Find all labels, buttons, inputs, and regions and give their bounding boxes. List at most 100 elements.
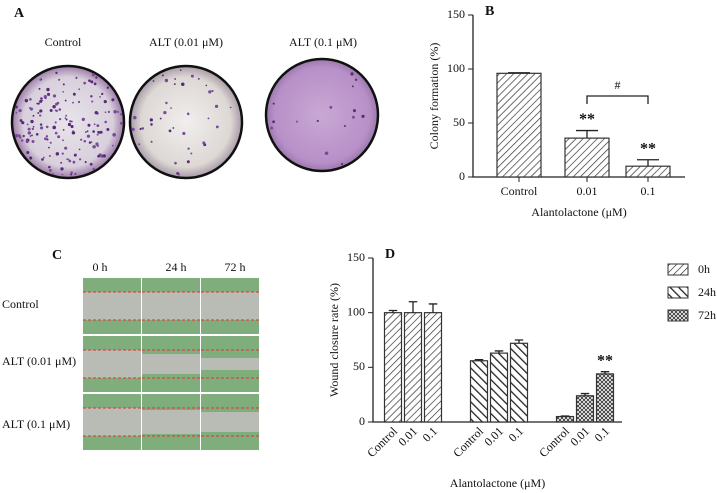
- caption: ALT (0.1 μM): [289, 35, 357, 49]
- colony: [66, 158, 69, 161]
- colony: [45, 135, 49, 138]
- colony: [39, 109, 43, 113]
- comparison-label: #: [615, 78, 621, 92]
- colony: [89, 162, 93, 166]
- colony: [58, 78, 61, 81]
- colony: [111, 144, 114, 147]
- colony: [361, 114, 365, 118]
- colony: [14, 105, 18, 109]
- colony: [61, 173, 64, 176]
- colony: [190, 74, 194, 78]
- colony: [48, 165, 51, 169]
- colony: [48, 155, 51, 157]
- colony: [168, 129, 172, 133]
- colony: [22, 134, 25, 138]
- colony: [102, 154, 106, 158]
- colony: [54, 109, 57, 112]
- colony: [329, 105, 333, 109]
- column-label: 72 h: [225, 260, 246, 274]
- colony: [91, 73, 95, 77]
- comparison-bracket: [586, 95, 649, 104]
- colony: [152, 80, 155, 82]
- colony: [86, 134, 91, 138]
- error-bar: [600, 371, 610, 374]
- colony: [150, 123, 153, 126]
- colony: [92, 167, 95, 171]
- colony: [29, 98, 32, 101]
- caption: ALT (0.01 μM): [149, 35, 223, 49]
- legend-label: 72h: [698, 308, 716, 322]
- colony: [95, 76, 98, 79]
- panel-label: A: [14, 6, 25, 21]
- error-bar: [514, 339, 524, 344]
- colony: [52, 104, 56, 109]
- colony: [84, 131, 87, 134]
- bar: [509, 342, 529, 423]
- colony: [52, 173, 54, 175]
- scratch: [201, 358, 259, 370]
- colony: [72, 160, 76, 164]
- x-axis-label: Alantolactone (μM): [450, 476, 545, 490]
- colony: [187, 147, 190, 150]
- x-tick-label: 0.01: [395, 424, 420, 449]
- colony: [20, 139, 24, 142]
- y-tick-label: 0: [459, 169, 465, 183]
- colony: [163, 110, 167, 115]
- colony: [197, 78, 200, 80]
- colony: [69, 120, 72, 123]
- colony: [62, 83, 65, 86]
- error-bar: [560, 415, 570, 417]
- colony: [27, 127, 31, 131]
- colony: [93, 123, 96, 126]
- error-bar: [494, 350, 504, 354]
- colony: [31, 134, 33, 137]
- colony: [111, 98, 115, 102]
- y-tick-label: 100: [347, 304, 365, 318]
- colony: [208, 90, 212, 94]
- x-tick-label: Control: [450, 424, 486, 460]
- panel-label: D: [385, 247, 395, 262]
- colony: [30, 119, 34, 124]
- x-axis-label: Alantolactone (μM): [531, 205, 626, 219]
- y-tick-label: 0: [359, 414, 365, 428]
- significance: **: [579, 111, 595, 128]
- colony: [92, 130, 95, 133]
- x-tick-label: 0.01: [577, 184, 598, 198]
- colony: [133, 115, 137, 120]
- colony: [29, 107, 34, 111]
- colony: [99, 130, 103, 134]
- colony: [207, 117, 210, 120]
- colony: [182, 131, 186, 136]
- x-tick-label: Control: [501, 184, 538, 198]
- colony: [68, 159, 72, 163]
- x-tick-label: 0.01: [481, 424, 506, 449]
- y-tick-label: 50: [453, 115, 465, 129]
- colony: [31, 139, 35, 143]
- colony: [26, 123, 29, 126]
- colony: [87, 123, 91, 127]
- colony: [65, 114, 68, 117]
- colony: [141, 127, 145, 130]
- bar: [469, 360, 489, 423]
- colony: [70, 124, 74, 129]
- colony: [46, 87, 50, 92]
- colony: [186, 112, 190, 116]
- colony: [75, 76, 78, 79]
- colony: [64, 117, 67, 119]
- colony: [101, 92, 104, 96]
- colony: [57, 135, 61, 139]
- colony: [67, 122, 72, 127]
- colony: [179, 69, 182, 71]
- colony: [94, 110, 98, 115]
- bar: [403, 312, 423, 423]
- significance: **: [597, 352, 613, 369]
- colony: [45, 125, 49, 129]
- colony: [106, 127, 110, 131]
- row-label: ALT (0.01 μM): [2, 354, 76, 368]
- colony: [70, 173, 73, 176]
- colony: [62, 91, 65, 93]
- x-tick-label: Control: [364, 424, 400, 460]
- colony: [159, 117, 162, 120]
- colony: [54, 131, 58, 135]
- bar: [625, 165, 671, 178]
